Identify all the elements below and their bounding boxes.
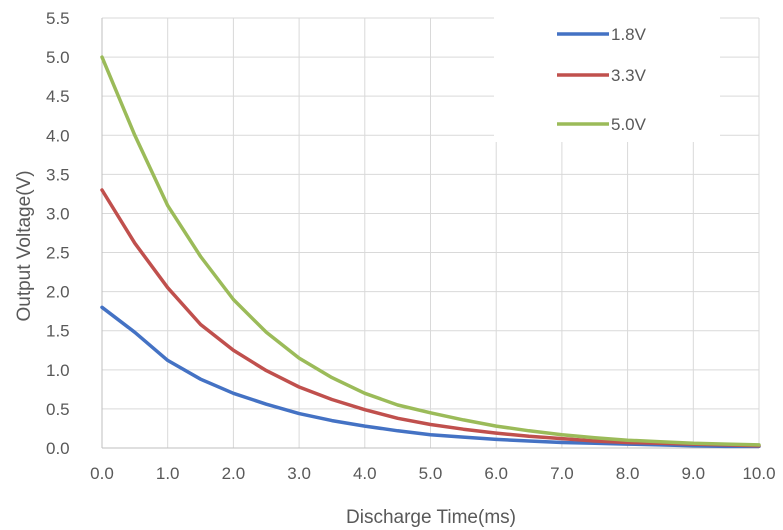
x-tick-label: 10.0: [742, 464, 775, 483]
series-line-1: [100, 188, 761, 448]
legend-background: [494, 16, 720, 142]
grid-lines: [102, 17, 760, 448]
x-tick-label: 9.0: [681, 464, 705, 483]
legend-label: 1.8V: [611, 25, 647, 44]
x-tick-labels: 0.0 1.0 2.0 3.0 4.0 5.0 6.0 7.0 8.0 9.0 10.0: [90, 464, 775, 483]
x-tick-label: 5.0: [419, 464, 443, 483]
y-tick-label: 3.0: [46, 204, 70, 223]
x-tick-label: 8.0: [616, 464, 640, 483]
y-tick-label: 3.5: [46, 165, 70, 184]
series-line-2: [100, 55, 761, 447]
x-tick-label: 1.0: [156, 464, 180, 483]
x-tick-label: 0.0: [90, 464, 114, 483]
y-tick-label: 4.0: [46, 126, 70, 145]
x-tick-label: 7.0: [550, 464, 574, 483]
axes: [101, 18, 759, 449]
y-tick-label: 0.0: [46, 439, 70, 458]
y-tick-labels: 0.0 0.5 1.0 1.5 2.0 2.5 3.0 3.5 4.0 4.5 5.0 5.5: [46, 9, 70, 458]
y-tick-label: 2.0: [46, 283, 70, 302]
y-tick-label: 2.5: [46, 244, 70, 263]
y-axis-title: Output Voltage(V): [14, 170, 35, 321]
x-axis-title: Discharge Time(ms): [346, 507, 516, 528]
x-tick-label: 3.0: [287, 464, 311, 483]
x-tick-label: 6.0: [484, 464, 508, 483]
legend: 1.8V 3.3V 5.0V: [494, 16, 720, 142]
y-tick-label: 1.0: [46, 361, 70, 380]
x-tick-label: 4.0: [353, 464, 377, 483]
legend-label: 3.3V: [611, 66, 647, 85]
y-tick-label: 0.5: [46, 400, 70, 419]
y-tick-label: 5.5: [46, 9, 70, 28]
y-tick-label: 4.5: [46, 87, 70, 106]
series-lines: [100, 55, 761, 449]
y-tick-label: 1.5: [46, 322, 70, 341]
y-tick-label: 5.0: [46, 48, 70, 67]
x-tick-label: 2.0: [222, 464, 246, 483]
legend-label: 5.0V: [611, 115, 647, 134]
